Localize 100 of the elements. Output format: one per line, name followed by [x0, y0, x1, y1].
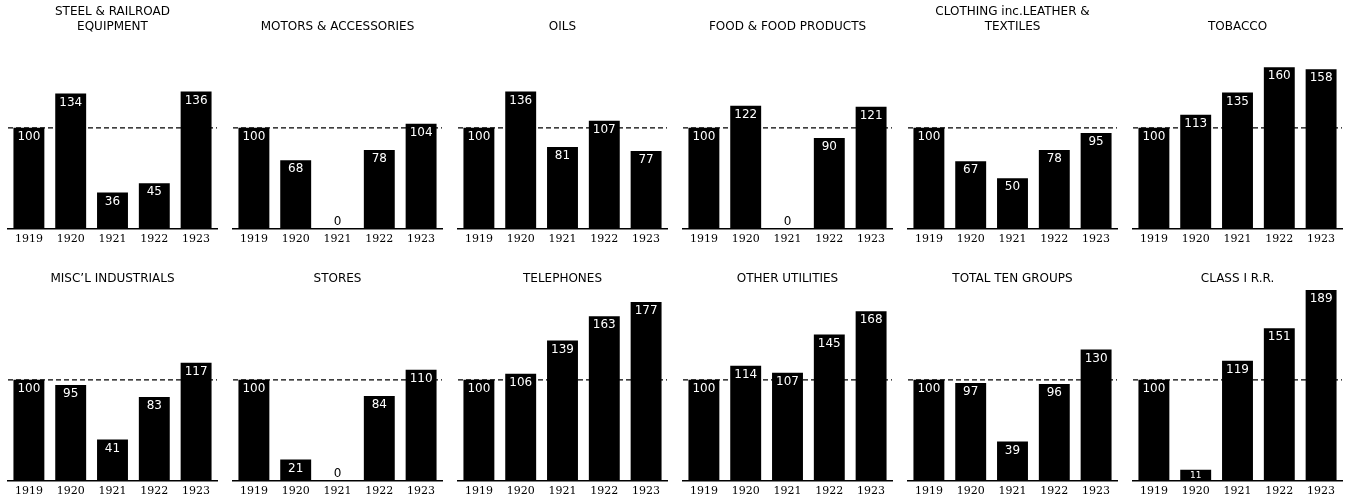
x-tick-label: 1921	[998, 232, 1027, 246]
x-tick-label: 1923	[407, 484, 436, 498]
chart-title: FOOD & FOOD PRODUCTS	[707, 18, 868, 34]
x-tick-label: 1920	[506, 484, 535, 498]
x-tick-label: 1920	[281, 484, 310, 498]
x-tick-label: 1919	[689, 232, 718, 246]
x-tick-label: 1922	[140, 484, 169, 498]
x-tick-label: 1922	[815, 484, 844, 498]
data-label: 139	[551, 341, 574, 356]
x-tick-label: 1923	[1307, 232, 1336, 246]
data-label: 100	[1142, 128, 1166, 143]
x-tick-label: 1919	[464, 484, 493, 498]
chart-title: STORES	[312, 270, 363, 286]
data-label: 100	[917, 380, 941, 395]
x-tick-label: 1920	[956, 484, 985, 498]
chart-title: OILS	[547, 18, 578, 34]
data-label: 151	[1267, 329, 1291, 344]
data-label: 110	[409, 370, 433, 385]
x-tick-label: 1919	[14, 232, 43, 246]
data-label: 134	[59, 94, 83, 109]
x-tick-label: 1919	[14, 484, 43, 498]
data-label: 145	[817, 335, 841, 350]
data-label: 121	[859, 107, 883, 122]
data-label: 41	[104, 440, 121, 455]
x-tick-label: 1919	[464, 232, 493, 246]
x-tick-label: 1921	[773, 232, 802, 246]
x-tick-label: 1922	[1265, 484, 1294, 498]
data-label: 0	[783, 213, 792, 228]
x-tick-label: 1923	[1082, 232, 1111, 246]
x-tick-label: 1922	[590, 484, 619, 498]
x-tick-label: 1923	[1082, 484, 1111, 498]
x-tick-label: 1919	[239, 232, 268, 246]
data-label: 158	[1309, 70, 1333, 85]
x-tick-label: 1921	[1223, 484, 1252, 498]
x-tick-label: 1919	[914, 232, 943, 246]
data-label: 168	[859, 312, 883, 327]
data-label: 11	[1189, 469, 1202, 480]
x-tick-label: 1923	[632, 484, 661, 498]
data-label: 78	[1046, 151, 1062, 166]
data-label: 100	[242, 380, 266, 395]
data-label: 84	[371, 397, 387, 412]
data-label: 83	[146, 398, 162, 413]
data-label: 177	[634, 303, 658, 318]
data-label: 95	[63, 386, 79, 401]
chart-title: TOBACCO	[1206, 18, 1269, 34]
chart-title: TOTAL TEN GROUPS	[951, 270, 1074, 286]
data-label: 130	[1084, 350, 1108, 365]
x-tick-label: 1922	[1040, 232, 1069, 246]
data-label: 100	[17, 128, 41, 143]
data-label: 189	[1309, 291, 1333, 306]
x-tick-label: 1921	[773, 484, 802, 498]
data-label: 100	[17, 380, 41, 395]
data-label: 78	[371, 151, 387, 166]
x-tick-label: 1921	[323, 232, 352, 246]
x-tick-label: 1919	[1139, 484, 1168, 498]
chart-title: STEEL & RAILROAD EQUIPMENT	[53, 3, 172, 34]
data-label: 21	[288, 460, 304, 475]
x-tick-label: 1922	[365, 232, 394, 246]
data-label: 119	[1226, 361, 1249, 376]
x-tick-label: 1923	[857, 484, 886, 498]
data-label: 96	[1046, 385, 1062, 400]
data-label: 107	[776, 373, 799, 388]
data-label: 77	[638, 152, 654, 167]
data-label: 106	[509, 374, 533, 389]
x-tick-label: 1919	[1139, 232, 1168, 246]
data-label: 95	[1088, 134, 1104, 149]
x-tick-label: 1920	[1181, 484, 1210, 498]
x-tick-label: 1922	[1265, 232, 1294, 246]
data-label: 100	[1142, 380, 1166, 395]
x-tick-label: 1921	[548, 232, 577, 246]
x-tick-label: 1921	[1223, 232, 1252, 246]
x-tick-label: 1922	[365, 484, 394, 498]
x-tick-label: 1923	[182, 484, 211, 498]
data-label: 107	[592, 121, 616, 136]
data-label: 36	[104, 193, 121, 208]
data-label: 0	[333, 213, 342, 228]
x-tick-label: 1923	[182, 232, 211, 246]
data-label: 100	[467, 380, 491, 395]
x-tick-label: 1920	[956, 232, 985, 246]
x-tick-label: 1920	[56, 232, 85, 246]
data-label: 50	[1004, 179, 1021, 194]
data-label: 135	[1226, 93, 1249, 108]
data-label: 81	[554, 148, 571, 163]
chart-title: CLASS I R.R.	[1199, 270, 1276, 286]
x-tick-label: 1919	[689, 484, 718, 498]
data-label: 100	[692, 380, 716, 395]
data-label: 39	[1004, 442, 1021, 457]
data-label: 0	[333, 465, 342, 480]
x-tick-label: 1921	[998, 484, 1027, 498]
x-tick-label: 1920	[56, 484, 85, 498]
data-label: 45	[146, 184, 162, 199]
data-label: 67	[963, 162, 979, 177]
x-tick-label: 1920	[1181, 232, 1210, 246]
data-label: 100	[917, 128, 941, 143]
chart-title: TELEPHONES	[521, 270, 604, 286]
x-tick-label: 1922	[140, 232, 169, 246]
data-label: 136	[509, 92, 533, 107]
chart-title: MOTORS & ACCESSORIES	[259, 18, 416, 34]
data-label: 117	[184, 363, 208, 378]
x-tick-label: 1920	[281, 232, 310, 246]
